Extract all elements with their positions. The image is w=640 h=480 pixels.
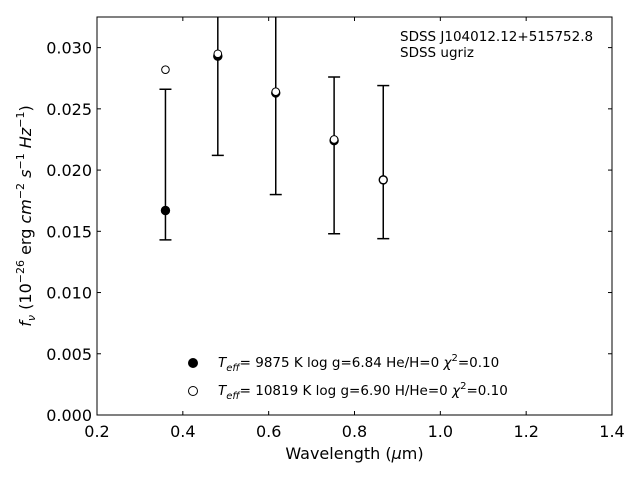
- legend-2-chi-symbol: χ: [451, 383, 461, 399]
- legend-2-teff-subscript: eff: [226, 391, 241, 402]
- legend-2-text: = 10819 K log g=6.90 H/He=0: [240, 383, 452, 399]
- legend-1-chi-superscript: 2: [451, 353, 457, 364]
- legend-entry-2: Teff= 10819 K log g=6.90 H/He=0 χ2=0.10: [218, 381, 508, 402]
- legend-marker-open: [188, 386, 198, 396]
- annotation-filter-set: SDSS ugriz: [400, 45, 474, 61]
- x-axis-label: Wavelength (μm): [285, 444, 423, 463]
- x-tick-label: 0.6: [256, 422, 281, 441]
- y-axis-label: fν (10−26 erg cm−2 s−1 Hz−1): [14, 105, 38, 326]
- legend-2-chi-value: =0.10: [466, 383, 507, 399]
- x-tick-label: 0.2: [84, 422, 109, 441]
- x-tick-label: 0.4: [170, 422, 195, 441]
- tick-group: 0.2 0.4 0.6 0.8 1.0 1.2 1.4 0.000 0.005 0.010 0.01…: [46, 17, 625, 441]
- y-tick-label: 0.000: [46, 406, 92, 425]
- legend: Teff= 9875 K log g=6.84 He/H=0 χ2=0.10 T…: [188, 353, 508, 402]
- data-point-filled: [160, 205, 171, 216]
- legend-marker-filled: [188, 358, 198, 368]
- y-tick-label: 0.030: [46, 39, 92, 58]
- y-tick-label: 0.010: [46, 284, 92, 303]
- x-axis-label-mu: μ: [391, 444, 402, 463]
- errorbar-group: [159, 17, 390, 241]
- data-point-open: [213, 49, 223, 59]
- x-axis-label-prefix: Wavelength (: [285, 444, 391, 463]
- legend-1-text: = 9875 K log g=6.84 He/H=0: [240, 355, 444, 371]
- legend-2-teff-symbol: T: [218, 383, 228, 399]
- legend-1-chi-value: =0.10: [458, 355, 499, 371]
- annotation-object-name: SDSS J104012.12+515752.8: [400, 29, 593, 45]
- x-tick-label: 1.0: [428, 422, 453, 441]
- legend-2-chi-superscript: 2: [460, 381, 466, 392]
- legend-1-teff-subscript: eff: [226, 363, 241, 374]
- x-tick-label: 0.8: [342, 422, 367, 441]
- x-tick-label: 1.4: [599, 422, 624, 441]
- marker-group: [160, 49, 388, 216]
- data-point-open: [329, 135, 339, 144]
- y-tick-label: 0.015: [46, 222, 92, 241]
- legend-1-chi-symbol: χ: [442, 355, 452, 371]
- x-axis-label-suffix: m): [402, 444, 424, 463]
- x-tick-label: 1.2: [513, 422, 538, 441]
- y-tick-label: 0.020: [46, 161, 92, 180]
- data-point-open: [378, 175, 388, 185]
- legend-entry-1: Teff= 9875 K log g=6.84 He/H=0 χ2=0.10: [218, 353, 499, 374]
- y-tick-label: 0.025: [46, 100, 92, 119]
- legend-1-teff-symbol: T: [218, 355, 228, 371]
- y-tick-label: 0.005: [46, 345, 92, 364]
- data-point-open: [271, 87, 281, 97]
- data-point-open: [161, 65, 170, 74]
